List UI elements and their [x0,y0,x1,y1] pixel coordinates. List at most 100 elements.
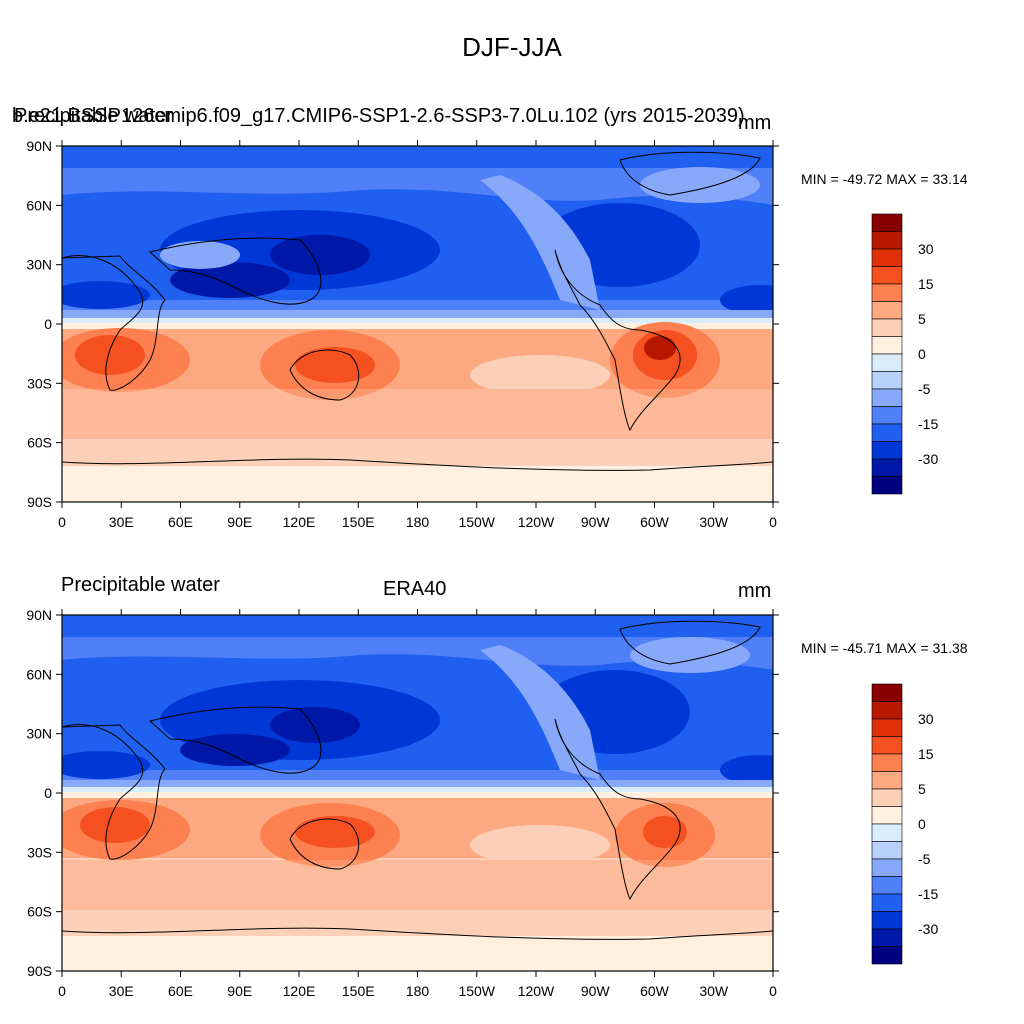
lat-label: 60N [26,197,52,213]
panel1-map: 90N 60N 30N 0 30S 60S 90S 0 30E 60E 90E 120E 150E 18… [26,138,779,530]
lon-label: 90E [227,983,252,999]
lat-label: 0 [44,316,52,332]
colorbar-swatch [871,788,903,807]
colorbar-swatch [871,806,903,825]
colorbar-swatch [871,893,903,912]
panel1-center-title: b.e21.BSSP126cmip6.f09_g17.CMIP6-SSP1-2.… [12,105,745,127]
colorbar-swatch [871,318,903,337]
lon-label: 90W [581,983,611,999]
colorbar-swatch [871,911,903,930]
colorbar-label: -30 [918,921,938,937]
panel2-ticks [56,609,779,977]
colorbar-label: -30 [918,451,938,467]
lon-label: 120E [283,983,316,999]
panel2-stats: MIN = -45.71 MAX = 31.38 [801,640,968,656]
colorbar-swatch [871,388,903,407]
colorbar-swatch [871,701,903,720]
lat-label: 90S [27,494,52,510]
colorbar-swatch [871,371,903,390]
colorbar-label: 15 [918,276,934,292]
lon-label: 60W [640,983,670,999]
colorbar-swatch [871,353,903,372]
lat-label: 60S [27,904,52,920]
panel2-map: 90N 60N 30N 0 30S 60S 90S 0 30E 60E 90E 120E 150E 18… [26,607,779,999]
lon-label: 150E [342,983,375,999]
colorbar-label: 30 [918,241,934,257]
colorbar-label: 5 [918,781,926,797]
panel2-lat-labels: 90N 60N 30N 0 30S 60S 90S [26,607,52,979]
panel1-lon-labels: 0 30E 60E 90E 120E 150E 180 150W 120W 90W 60W 30W 0 [58,514,777,530]
lon-label: 0 [58,514,66,530]
panel2-field [62,615,773,971]
panel2-coastlines [62,620,773,940]
panel1-field [62,146,773,502]
lat-label: 30N [26,257,52,273]
lon-label: 150W [458,983,495,999]
colorbar-label: -15 [918,886,938,902]
colorbar-label: -15 [918,416,938,432]
colorbar-swatch [871,718,903,737]
colorbar-swatch [871,771,903,790]
panel1-units: mm [738,112,772,134]
lat-label: 60S [27,435,52,451]
lon-label: 120E [283,514,316,530]
lon-label: 30E [109,983,134,999]
colorbar-swatch [871,736,903,755]
lat-label: 90N [26,138,52,154]
colorbar-swatch [871,458,903,477]
colorbar-swatch [871,928,903,947]
panel2-lon-labels: 0 30E 60E 90E 120E 150E 180 150W 120W 90W 60W 30W 0 [58,983,777,999]
colorbar-label: 5 [918,311,926,327]
lon-label: 90W [581,514,611,530]
lon-label: 0 [769,983,777,999]
colorbar-label: -5 [918,851,931,867]
lon-label: 150W [458,514,495,530]
colorbar-swatch [871,753,903,772]
colorbar-label: 15 [918,746,934,762]
lat-label: 60N [26,666,52,682]
lon-label: 30W [699,983,729,999]
colorbar-swatch [871,841,903,860]
lat-label: 90N [26,607,52,623]
lon-label: 180 [406,514,430,530]
colorbar-swatch [871,283,903,302]
panel1-stats: MIN = -49.72 MAX = 33.14 [801,171,968,187]
lon-label: 60W [640,514,670,530]
colorbar-swatch [871,336,903,355]
lat-label: 30N [26,726,52,742]
colorbar-swatch [871,476,903,495]
colorbar-swatch [871,683,903,702]
colorbar-swatch [871,423,903,442]
lon-label: 60E [168,514,193,530]
colorbar-label: 0 [918,346,926,362]
panel1-left-title: Precipitable water [14,105,173,127]
colorbar-swatch [871,406,903,425]
lon-label: 0 [769,514,777,530]
panel1-colorbar: 30 15 5 0 -5 -15 -30 [871,213,938,495]
lon-label: 90E [227,514,252,530]
lat-label: 90S [27,963,52,979]
lon-label: 150E [342,514,375,530]
panel2-units: mm [738,580,772,602]
colorbar-label: 0 [918,816,926,832]
colorbar-swatch [871,823,903,842]
colorbar-swatch [871,858,903,877]
colorbar-swatch [871,213,903,232]
panel2-left-title: Precipitable water [61,574,220,596]
colorbar-label: 30 [918,711,934,727]
panel1-ticks [56,140,779,508]
lon-label: 30W [699,514,729,530]
lon-label: 120W [518,983,555,999]
colorbar-swatch [871,248,903,267]
lat-label: 0 [44,785,52,801]
lat-label: 30S [27,375,52,391]
colorbar-swatch [871,946,903,965]
colorbar-swatch [871,231,903,250]
lat-label: 30S [27,844,52,860]
colorbar-swatch [871,301,903,320]
lon-label: 0 [58,983,66,999]
colorbar-swatch [871,266,903,285]
panel2-colorbar: 30 15 5 0 -5 -15 -30 [871,683,938,965]
figure-title: DJF-JJA [462,32,562,62]
